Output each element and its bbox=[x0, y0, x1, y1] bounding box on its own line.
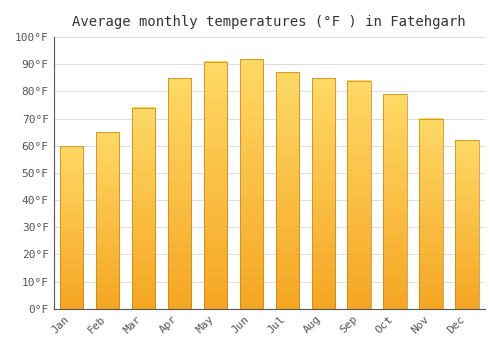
Bar bbox=[132, 108, 155, 309]
Bar bbox=[96, 132, 119, 309]
Bar bbox=[276, 72, 299, 309]
Bar bbox=[168, 78, 191, 309]
Bar bbox=[420, 119, 443, 309]
Bar bbox=[312, 78, 335, 309]
Bar bbox=[456, 140, 478, 309]
Bar bbox=[240, 59, 263, 309]
Title: Average monthly temperatures (°F ) in Fatehgarh: Average monthly temperatures (°F ) in Fa… bbox=[72, 15, 466, 29]
Bar bbox=[384, 94, 407, 309]
Bar bbox=[348, 80, 371, 309]
Bar bbox=[60, 146, 84, 309]
Bar bbox=[204, 62, 227, 309]
